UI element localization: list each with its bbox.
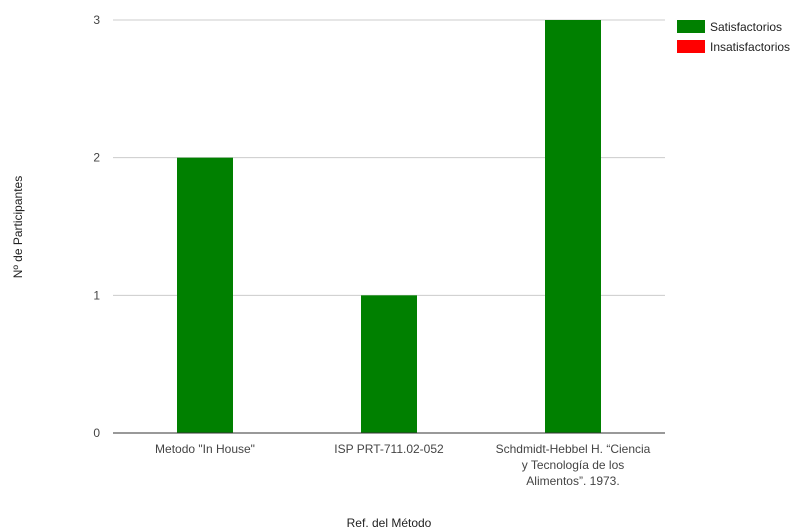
x-tick-label: Schdmidt-Hebbel H. “Ciencia y Tecnología … [496, 442, 651, 488]
bar-satisfactorios [177, 157, 233, 433]
x-axis-title: Ref. del Método [347, 516, 432, 530]
bars [177, 20, 601, 433]
legend-swatch [677, 20, 705, 33]
y-tick-label: 3 [93, 13, 100, 27]
legend-label: Satisfactorios [710, 20, 782, 34]
legend-label: Insatisfactorios [710, 40, 790, 54]
y-tick-label: 0 [93, 426, 100, 440]
x-axis-ticks: Metodo "In House" ISP PRT-711.02-052 Schdm… [155, 442, 651, 488]
y-tick-label: 1 [93, 288, 100, 302]
legend: Satisfactorios Insatisfactorios [677, 20, 790, 54]
bar-satisfactorios [361, 295, 417, 433]
y-tick-label: 2 [93, 151, 100, 165]
x-tick-label: Metodo "In House" [155, 442, 255, 456]
y-axis-ticks: 0 1 2 3 [93, 13, 100, 440]
x-tick-label: ISP PRT-711.02-052 [334, 442, 444, 456]
y-axis-title: Nº de Participantes [11, 176, 25, 278]
legend-swatch [677, 40, 705, 53]
bar-satisfactorios [545, 20, 601, 433]
